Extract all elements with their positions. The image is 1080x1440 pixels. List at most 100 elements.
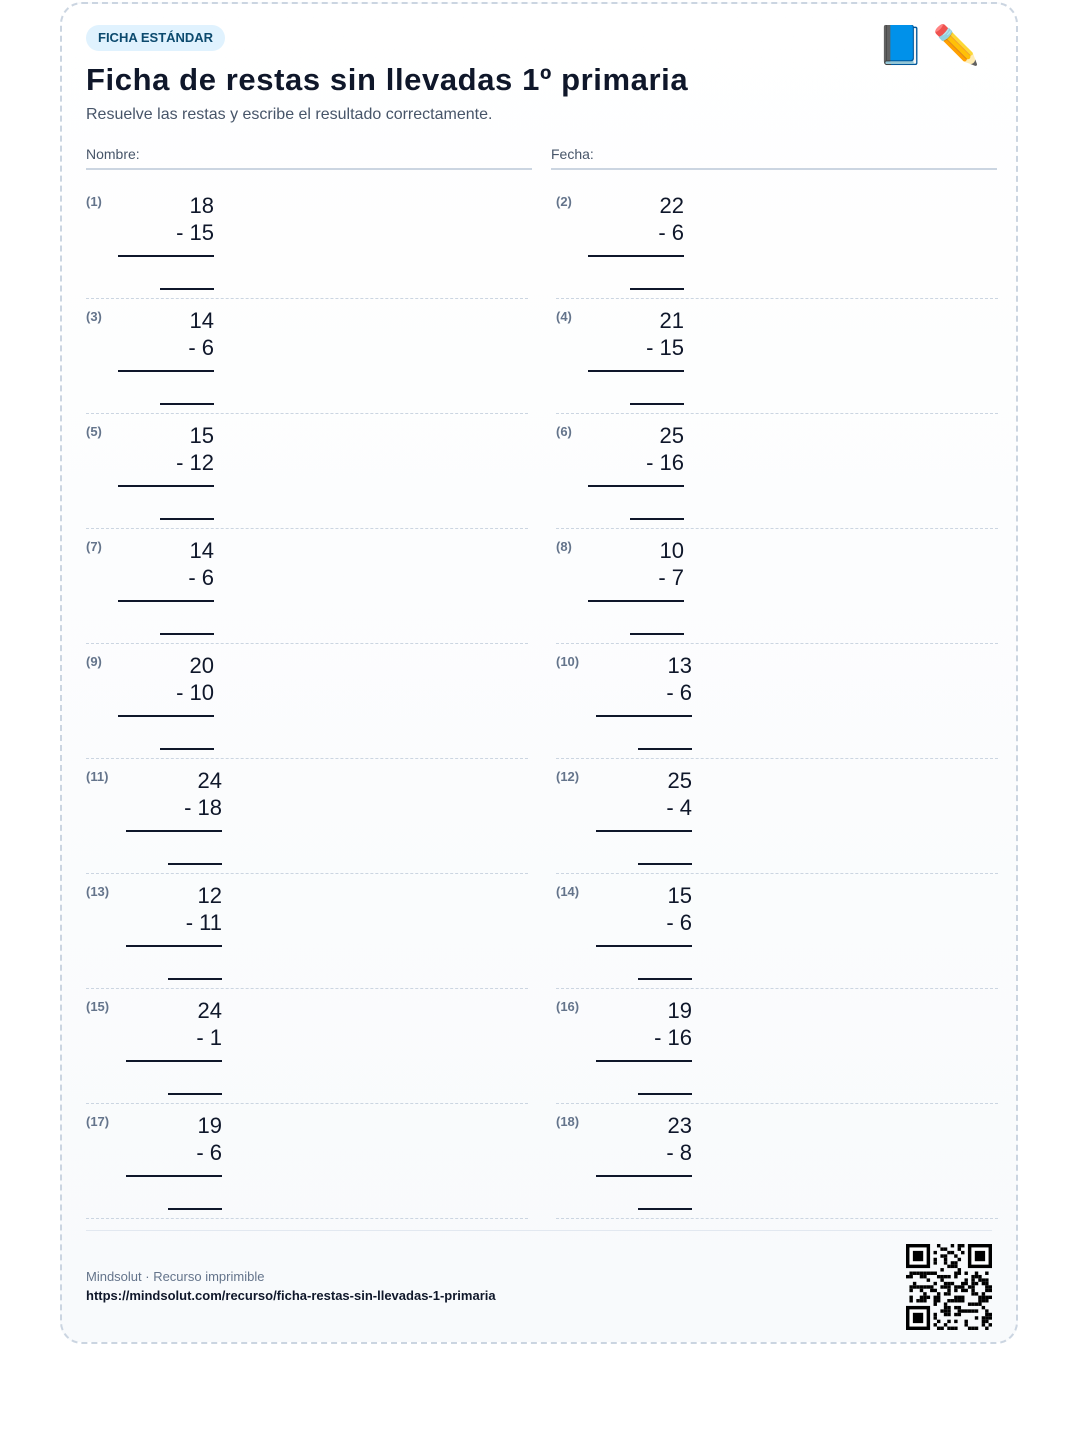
problem-number: (8): [556, 539, 572, 554]
problem-number: (17): [86, 1114, 110, 1129]
problem-item: (17) 19 - 6: [86, 1104, 528, 1219]
operation-line: [118, 476, 214, 487]
answer-blank[interactable]: [160, 487, 214, 520]
operation-line: [588, 476, 684, 487]
minuend: 15: [667, 883, 692, 908]
subtrahend: - 6: [188, 565, 214, 590]
operation-line: [596, 821, 692, 832]
answer-blank[interactable]: [630, 602, 684, 635]
footer-divider: [86, 1230, 992, 1231]
answer-blank[interactable]: [160, 257, 214, 290]
operation-line: [596, 936, 692, 947]
operation-line: [126, 1166, 222, 1177]
subtraction-block: 25 - 16: [588, 422, 684, 520]
answer-blank[interactable]: [160, 372, 214, 405]
problem-item: (5) 15 - 12: [86, 414, 528, 529]
problem-item: (9) 20 - 10: [86, 644, 528, 759]
problem-item: (15) 24 - 1: [86, 989, 528, 1104]
subtrahend: - 4: [666, 795, 692, 820]
problem-number: (4): [556, 309, 572, 324]
subtraction-block: 15 - 12: [118, 422, 214, 520]
page-title: Ficha de restas sin llevadas 1º primaria: [86, 62, 689, 97]
name-field[interactable]: Nombre:: [86, 146, 532, 170]
operation-line: [588, 361, 684, 372]
subtraction-block: 25 - 4: [596, 767, 692, 865]
operation-line: [126, 821, 222, 832]
instructions: Resuelve las restas y escribe el resulta…: [86, 106, 493, 123]
answer-blank[interactable]: [168, 1062, 222, 1095]
operation-line: [588, 246, 684, 257]
subtrahend: - 1: [196, 1025, 222, 1050]
minuend: 25: [659, 423, 684, 448]
answer-blank[interactable]: [160, 717, 214, 750]
date-label: Fecha:: [551, 146, 594, 162]
problem-item: (6) 25 - 16: [556, 414, 998, 529]
minuend: 20: [189, 653, 214, 678]
problem-number: (14): [556, 884, 580, 899]
problem-item: (11) 24 - 18: [86, 759, 528, 874]
minuend: 14: [189, 538, 214, 563]
subtrahend: - 7: [658, 565, 684, 590]
subtraction-block: 14 - 6: [118, 537, 214, 635]
problem-item: (2) 22 - 6: [556, 184, 998, 299]
answer-blank[interactable]: [168, 1177, 222, 1210]
answer-blank[interactable]: [630, 372, 684, 405]
subtrahend: - 11: [185, 910, 222, 935]
operation-line: [596, 706, 692, 717]
problem-number: (1): [86, 194, 102, 209]
operation-line: [126, 936, 222, 947]
subtraction-block: 21 - 15: [588, 307, 684, 405]
problem-item: (7) 14 - 6: [86, 529, 528, 644]
operation-line: [126, 1051, 222, 1062]
problem-number: (2): [556, 194, 572, 209]
answer-blank[interactable]: [638, 1062, 692, 1095]
answer-blank[interactable]: [638, 832, 692, 865]
answer-blank[interactable]: [630, 257, 684, 290]
subtrahend: - 16: [654, 1025, 692, 1050]
minuend: 25: [667, 768, 692, 793]
subtraction-block: 10 - 7: [588, 537, 684, 635]
subtraction-block: 20 - 10: [118, 652, 214, 750]
problem-number: (18): [556, 1114, 580, 1129]
problem-number: (9): [86, 654, 102, 669]
subtrahend: - 12: [176, 450, 214, 475]
minuend: 19: [667, 998, 692, 1023]
problem-number: (7): [86, 539, 102, 554]
subtraction-block: 19 - 16: [596, 997, 692, 1095]
problem-number: (3): [86, 309, 102, 324]
subtraction-block: 19 - 6: [126, 1112, 222, 1210]
subtraction-block: 12 - 11: [126, 882, 222, 980]
minuend: 12: [197, 883, 222, 908]
problem-number: (16): [556, 999, 580, 1014]
problem-number: (12): [556, 769, 580, 784]
footer-url[interactable]: https://mindsolut.com/recurso/ficha-rest…: [86, 1288, 496, 1303]
answer-blank[interactable]: [168, 947, 222, 980]
problem-item: (8) 10 - 7: [556, 529, 998, 644]
answer-blank[interactable]: [168, 832, 222, 865]
subtraction-block: 23 - 8: [596, 1112, 692, 1210]
answer-blank[interactable]: [630, 487, 684, 520]
minuend: 13: [667, 653, 692, 678]
footer-brand: Mindsolut · Recurso imprimible: [86, 1269, 265, 1284]
answer-blank[interactable]: [638, 947, 692, 980]
subtraction-block: 13 - 6: [596, 652, 692, 750]
problem-number: (15): [86, 999, 110, 1014]
date-field[interactable]: Fecha:: [551, 146, 997, 170]
problem-number: (11): [86, 769, 109, 784]
problem-item: (13) 12 - 11: [86, 874, 528, 989]
answer-blank[interactable]: [160, 602, 214, 635]
minuend: 19: [197, 1113, 222, 1138]
answer-blank[interactable]: [638, 717, 692, 750]
problem-item: (12) 25 - 4: [556, 759, 998, 874]
operation-line: [596, 1166, 692, 1177]
subtraction-block: 24 - 18: [126, 767, 222, 865]
operation-line: [118, 706, 214, 717]
problem-item: (16) 19 - 16: [556, 989, 998, 1104]
minuend: 24: [197, 768, 222, 793]
operation-line: [118, 361, 214, 372]
header-icons: 📘✏️: [877, 24, 988, 68]
minuend: 15: [189, 423, 214, 448]
subtrahend: - 6: [188, 335, 214, 360]
answer-blank[interactable]: [638, 1177, 692, 1210]
problem-item: (18) 23 - 8: [556, 1104, 998, 1219]
